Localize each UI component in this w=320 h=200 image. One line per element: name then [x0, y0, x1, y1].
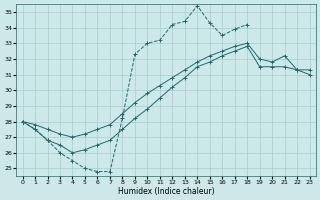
X-axis label: Humidex (Indice chaleur): Humidex (Indice chaleur): [118, 187, 214, 196]
